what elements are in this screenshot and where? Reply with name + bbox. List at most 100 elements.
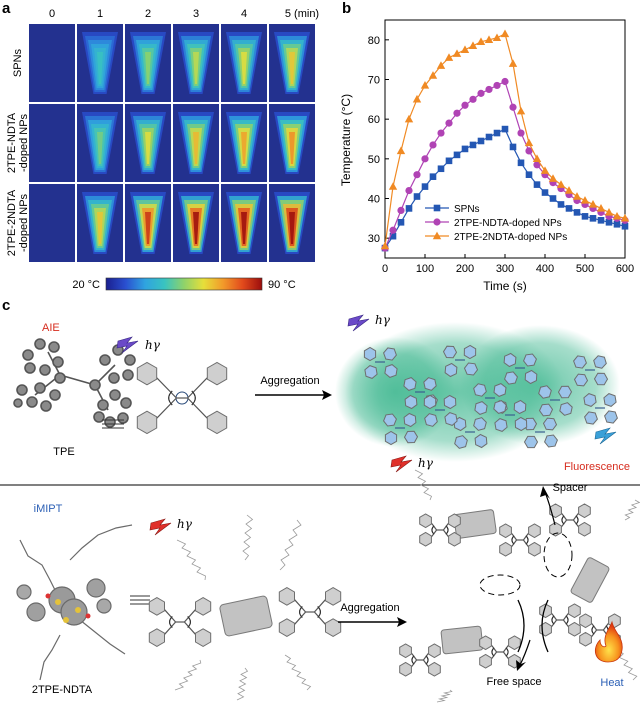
- x-tick-label: 500: [576, 263, 594, 275]
- spacer-label: Spacer: [553, 482, 588, 494]
- free-space-marker: [479, 574, 521, 596]
- phenyl-ring: [399, 643, 412, 659]
- row-label-line: 2TPE-2NDTA: [6, 189, 18, 256]
- data-point: [581, 213, 589, 220]
- phenyl-ring: [325, 618, 342, 637]
- data-point: [485, 133, 493, 141]
- data-point: [453, 109, 461, 117]
- 2tpe-ndta-cartoon: [148, 514, 342, 701]
- data-point: [405, 186, 413, 195]
- data-point: [517, 159, 525, 167]
- phenyl-ring: [206, 410, 228, 435]
- data-point: [429, 141, 437, 149]
- excitation-label: hγ: [375, 313, 391, 327]
- x-tick-label: 600: [616, 263, 634, 275]
- excitation-label: hγ: [145, 338, 161, 352]
- data-point: [428, 71, 438, 79]
- free-space-label: Free space: [486, 676, 541, 688]
- phenyl-ring: [444, 412, 458, 426]
- phenyl-ring: [136, 410, 158, 435]
- data-point: [477, 89, 485, 97]
- phenyl-ring: [603, 393, 617, 407]
- data-point: [413, 193, 421, 200]
- phenyl-ring: [443, 394, 457, 410]
- phenyl-ring: [573, 373, 589, 387]
- data-point: [516, 106, 526, 115]
- y-tick-label: 40: [368, 194, 380, 206]
- x-tick-label: 0: [382, 263, 388, 275]
- colorbar-min-label: 20 °C: [72, 279, 100, 291]
- data-point: [453, 151, 461, 159]
- thermal-image-tile: [125, 104, 171, 182]
- thermal-image-tile: [173, 24, 219, 102]
- data-point: [556, 180, 566, 188]
- phenyl-ring: [538, 385, 552, 399]
- phenyl-ring: [424, 413, 438, 427]
- phenyl-ring: [473, 417, 487, 431]
- phenyl-ring: [474, 401, 488, 415]
- data-point: [436, 61, 446, 69]
- data-point: [548, 174, 558, 182]
- phenyl-ring: [549, 521, 562, 537]
- row-label: 2TPE-2NDTA -doped NPs: [6, 189, 30, 256]
- data-point: [413, 171, 421, 179]
- time-labels: 0 1 2 3 4 5 (min): [49, 8, 319, 20]
- data-point: [573, 209, 581, 216]
- data-point: [404, 114, 414, 123]
- aggregated-tpe-unit: [442, 344, 479, 378]
- phenyl-ring: [538, 403, 554, 417]
- data-point: [509, 143, 517, 151]
- panel-b-letter: b: [342, 0, 351, 17]
- phenyl-ring: [148, 597, 165, 616]
- legend-label: 2TPE-2NDTA-doped NPs: [454, 232, 567, 243]
- data-point: [501, 125, 509, 133]
- phenyl-ring: [403, 412, 417, 428]
- phenyl-ring: [428, 661, 441, 677]
- thermal-image-tile: [221, 104, 267, 182]
- phenyl-ring: [278, 618, 295, 637]
- phenyl-ring: [384, 364, 398, 378]
- phenyl-ring: [419, 531, 432, 547]
- data-point: [493, 129, 501, 137]
- phenyl-ring: [568, 621, 581, 637]
- data-point: [580, 196, 590, 204]
- heat-label: Heat: [600, 677, 623, 689]
- aggregation-arrow: [338, 617, 407, 627]
- aggregation-label: Aggregation: [260, 375, 319, 387]
- phenyl-ring: [383, 347, 397, 361]
- row-label-line: -doped NPs: [18, 113, 30, 172]
- phenyl-ring: [384, 430, 398, 446]
- data-point: [452, 49, 462, 57]
- time-label: 1: [97, 8, 103, 20]
- phenyl-ring: [559, 402, 573, 416]
- lightning-icon: [347, 314, 370, 332]
- data-point: [445, 119, 453, 127]
- lightning-icon: [594, 427, 617, 445]
- data-point: [500, 29, 510, 38]
- phenyl-ring: [604, 410, 618, 424]
- ndta-core: [440, 625, 484, 655]
- row-label: SPNs: [12, 48, 24, 77]
- phenyl-ring: [524, 369, 538, 385]
- x-tick-label: 100: [416, 263, 434, 275]
- phenyl-ring: [593, 372, 609, 386]
- aggregated-tpe-unit: [423, 394, 458, 427]
- data-point: [437, 165, 445, 173]
- tpe-aggregate-network: [363, 344, 618, 449]
- phenyl-ring: [448, 531, 461, 547]
- thermal-image-tile: [269, 184, 315, 262]
- thermal-image-tile: [221, 184, 267, 262]
- phenyl-ring: [136, 361, 158, 386]
- data-point: [549, 195, 557, 202]
- panel-a-letter: a: [2, 0, 11, 17]
- row-label-line: -doped NPs: [18, 193, 30, 252]
- equivalence-sign: [102, 419, 124, 429]
- data-point: [380, 241, 390, 250]
- thermal-image-tile: [173, 184, 219, 262]
- aggregated-tpe-unit: [363, 346, 398, 379]
- data-point: [525, 171, 533, 178]
- data-point: [589, 215, 597, 222]
- data-point: [517, 129, 525, 137]
- phenyl-ring: [442, 345, 458, 359]
